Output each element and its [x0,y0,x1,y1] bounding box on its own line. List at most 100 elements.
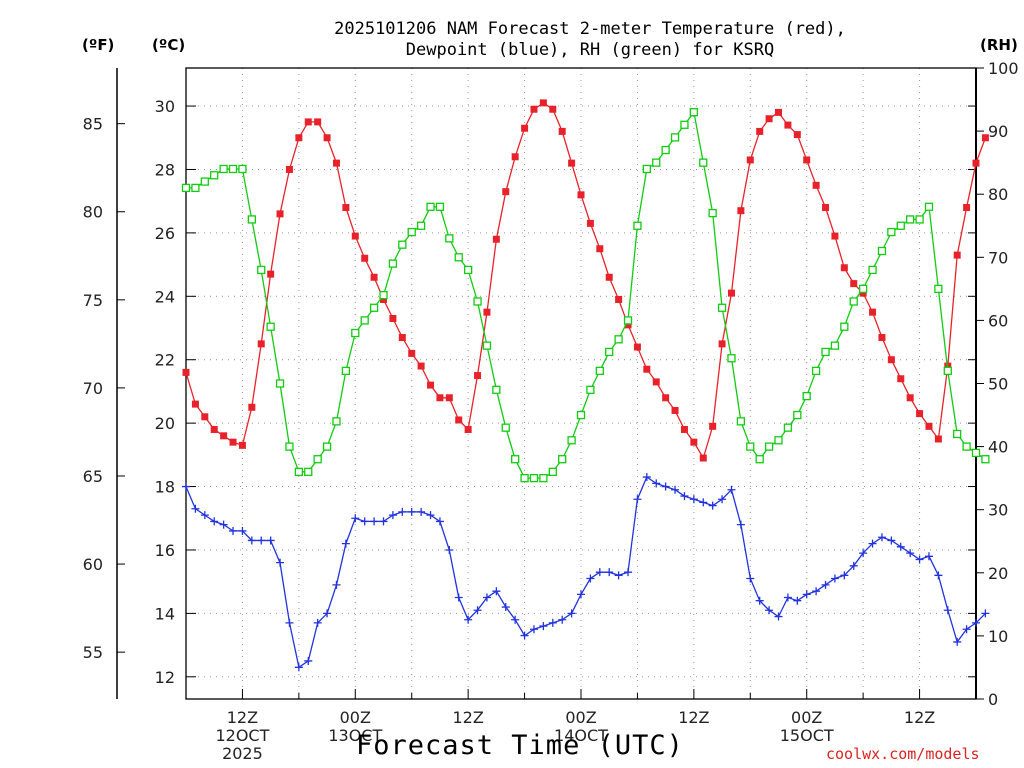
x-tick-label: 12Z [227,708,258,727]
dewpoint-point [586,574,595,583]
rh-point [924,202,934,211]
rh-tick-label: 100 [988,59,1019,78]
dewpoint-point [370,517,379,526]
temperature-point [643,365,651,373]
dewpoint-point [671,485,680,494]
temperature-point [850,280,858,288]
rh-point [652,158,661,167]
dewpoint-point [915,555,924,564]
rh-tick-label: 60 [988,311,1008,330]
dewpoint-point [482,593,491,602]
dewpoint-point [793,596,802,605]
dewpoint-point [304,656,313,665]
x-tick-label: 00Z [791,708,822,727]
dewpoint-point [868,539,877,548]
dewpoint-point [276,558,285,567]
rh-point [783,423,793,432]
temperature-point [934,435,942,443]
temperature-point [229,438,237,446]
rh-point [398,240,407,249]
dewpoint-point [887,536,896,545]
temperature-point [304,118,312,126]
dewpoint-point [642,473,651,482]
dewpoint-point [511,615,520,624]
rh-point [558,455,567,464]
rh-point [416,221,426,230]
temperature-point [887,356,895,364]
rh-point [830,341,840,350]
dewpoint-point [266,536,275,545]
chart-title-line-2: Dewpoint (blue), RH (green) for KSRQ [405,40,775,60]
dewpoint-point [812,587,821,596]
dewpoint-point [849,561,858,570]
rh-point [576,410,586,420]
dewpoint-point [708,501,717,510]
rh-point [257,265,266,275]
temperature-point [586,219,594,227]
rh-point [266,322,275,331]
temperature-point [662,394,670,402]
temperature-point [671,406,679,414]
rh-point [736,417,746,426]
rh-point [764,442,774,451]
dewpoint-point [736,520,745,529]
rh-point [548,467,557,476]
rh-unit-label: (RH) [980,36,1018,54]
dewpoint-point [182,482,190,491]
rh-tick-label: 0 [988,690,998,709]
temperature-point [210,425,218,433]
rh-point [605,347,614,357]
temperature-point [746,156,754,164]
fahrenheit-tick-label: 70 [83,379,103,398]
dewpoint-point [755,596,764,605]
temperature-point [549,105,557,113]
dewpoint-point [924,552,933,561]
temperature-point [793,131,801,139]
rh-point [962,442,971,451]
rh-point [511,455,520,464]
dewpoint-point [605,568,614,577]
rh-point [360,316,369,325]
dewpoint-point [464,615,473,624]
rh-point [369,303,379,312]
rh-point [811,366,821,376]
temperature-point [464,425,472,433]
temperature-point [361,254,369,262]
dewpoint-point [313,618,322,627]
rh-tick-label: 80 [988,185,1008,204]
dewpoint-point [379,517,388,526]
dewpoint-point [746,574,755,583]
fahrenheit-tick-label: 65 [83,467,103,486]
dewpoint-point [877,533,886,542]
rh-point [492,385,501,394]
celsius-tick-label: 24 [155,287,175,306]
temperature-point [502,188,510,196]
temperature-point [342,204,350,212]
temperature-point [427,381,435,389]
celsius-unit-label: (ºC) [152,36,186,54]
dewpoint-point [200,511,209,520]
rh-point [858,284,868,294]
dewpoint-point [388,511,397,520]
temperature-point [295,134,303,142]
x-tick-label: 12Z [904,708,935,727]
temperature-point [417,362,425,370]
temperature-point [577,191,585,199]
rh-point [313,455,322,464]
celsius-tick-label: 26 [155,224,175,243]
temperature-point [445,394,453,402]
temperature-point [624,321,632,329]
dewpoint-point [699,498,708,507]
dewpoint-point [896,542,905,551]
rh-point [802,391,811,401]
celsius-tick-label: 14 [155,604,175,623]
x-axis-title: Forecast Time (UTC) [356,730,684,761]
plot-frame [185,67,977,700]
rh-point [529,473,539,483]
rh-point [708,208,717,218]
temperature-point [332,159,340,167]
dewpoint-point [247,536,256,545]
source-credit[interactable]: coolwx.com/models [826,745,980,763]
temperature-point [492,235,500,243]
rh-point [426,202,435,211]
